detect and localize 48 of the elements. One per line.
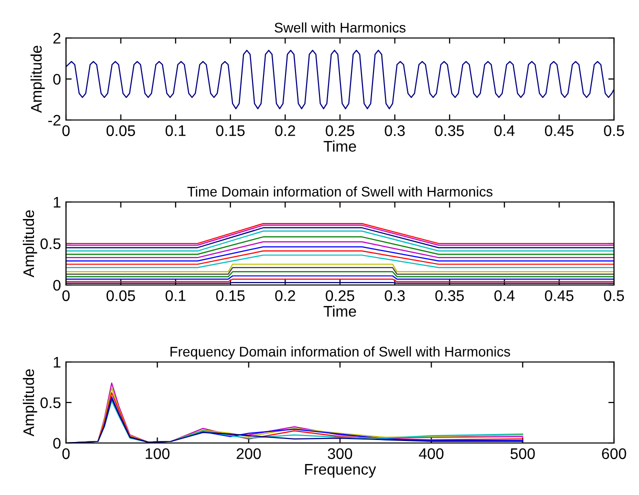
x-tick-label: 0.05 <box>106 290 136 302</box>
x-tick-label: 0 <box>62 125 70 136</box>
x-tick-label: 0.1 <box>166 125 186 136</box>
y-tick-label: 0 <box>53 280 61 291</box>
x-tick-label: 0.45 <box>544 290 574 302</box>
x-tick-label: 100 <box>146 448 170 460</box>
x-tick-label: 0.2 <box>275 290 296 302</box>
y-tick-label: 1 <box>54 197 60 208</box>
line-series <box>66 50 614 110</box>
chart-title: Frequency Domain information of Swell with Harmonics <box>170 346 510 360</box>
x-axis-title: Time <box>324 305 356 317</box>
x-tick-label: 600 <box>602 448 626 460</box>
x-axis-title: Time <box>324 140 356 152</box>
y-tick-label: 0 <box>53 438 61 449</box>
x-tick-label: 0.4 <box>494 290 515 302</box>
x-tick-label: 0.2 <box>275 125 296 136</box>
y-tick-label: 0 <box>53 74 61 85</box>
x-tick-label: 0.5 <box>604 125 624 136</box>
x-tick-label: 400 <box>418 448 444 460</box>
y-tick-label: -2 <box>48 114 60 126</box>
x-tick-label: 0.4 <box>494 125 515 136</box>
x-tick-label: 0 <box>62 290 70 302</box>
x-tick-label: 500 <box>510 448 535 460</box>
x-tick-label: 0.05 <box>106 125 136 136</box>
x-tick-label: 0 <box>62 448 70 460</box>
x-tick-label: 0.5 <box>604 290 624 302</box>
x-tick-label: 0.15 <box>216 125 245 136</box>
chart-title: Time Domain information of Swell with Harmonics <box>187 186 492 197</box>
y-axis-title: Amplitude <box>22 210 38 278</box>
y-axis-title: Amplitude <box>22 369 38 436</box>
x-tick-label: 0.25 <box>326 290 354 302</box>
x-tick-label: 0.35 <box>435 125 464 136</box>
y-tick-label: 1 <box>54 357 60 368</box>
y-axis-title: Amplitude <box>30 46 45 113</box>
x-tick-label: 0.25 <box>326 125 354 136</box>
x-tick-label: 0.3 <box>384 290 405 302</box>
chart-title: Swell with Harmonics <box>274 22 406 33</box>
y-tick-label: 0.5 <box>40 397 60 408</box>
x-tick-label: 0.35 <box>435 290 464 302</box>
x-tick-label: 0.45 <box>544 125 574 136</box>
x-tick-label: 0.1 <box>166 290 186 302</box>
x-tick-label: 300 <box>328 448 352 460</box>
x-axis-title: Frequency <box>305 464 376 478</box>
y-tick-label: 0.5 <box>40 238 60 250</box>
x-tick-label: 0.3 <box>384 125 405 136</box>
x-tick-label: 0.15 <box>216 290 245 302</box>
x-tick-label: 200 <box>236 448 261 460</box>
y-tick-label: 2 <box>53 32 60 44</box>
